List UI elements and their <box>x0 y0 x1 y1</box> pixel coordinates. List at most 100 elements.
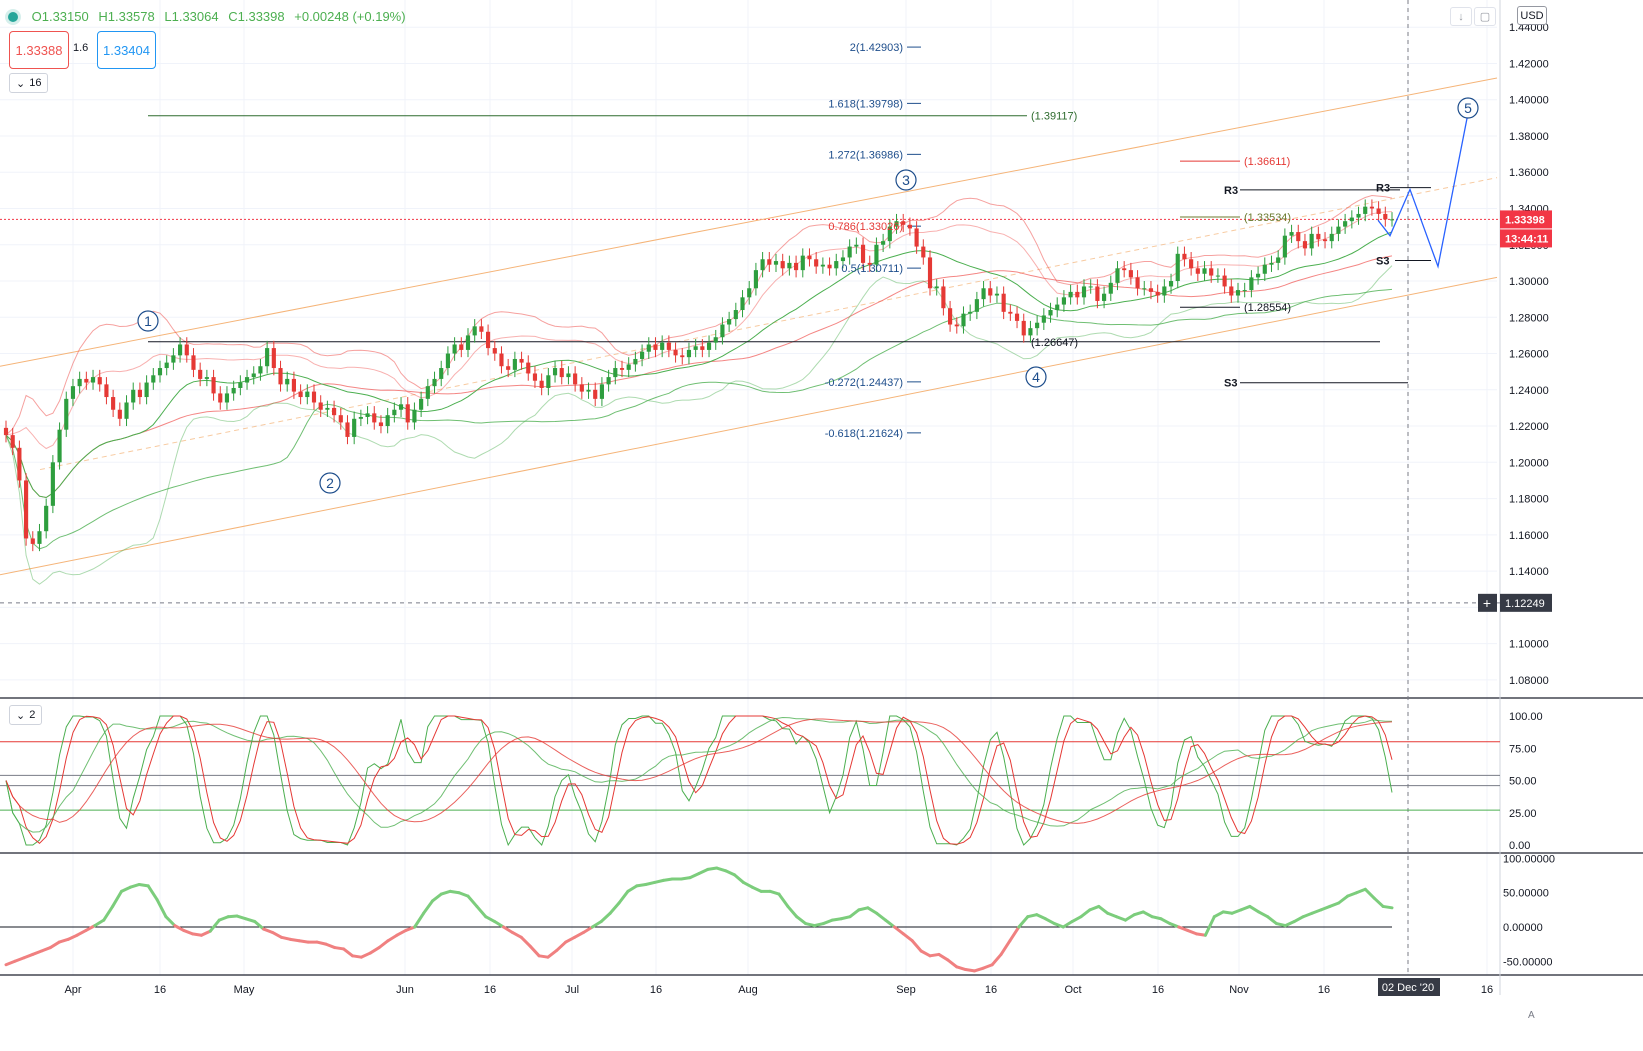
candle-body <box>244 377 250 383</box>
candle-body <box>867 262 872 265</box>
osc-segment <box>413 911 426 929</box>
ohlc-high: H1.33578 <box>98 9 155 24</box>
price-tick-label: 1.30000 <box>1509 276 1549 288</box>
price-tick-label: 1.42000 <box>1509 58 1549 70</box>
candle-body <box>1035 322 1040 329</box>
osc-segment <box>1008 925 1021 943</box>
candle-body <box>666 342 671 350</box>
candle-body <box>847 246 852 258</box>
osc-segment <box>901 932 914 943</box>
osc-segment <box>821 918 834 926</box>
candle-body <box>1209 268 1214 276</box>
osc-segment <box>1319 904 1332 912</box>
candle-body <box>44 505 49 532</box>
osc-segment <box>155 898 168 919</box>
osc-segment <box>741 880 754 889</box>
osc-segment <box>1248 904 1261 914</box>
wave-label: 3 <box>902 172 910 188</box>
fib-level-label: -0.272(1.24437) <box>825 377 903 389</box>
candle-body <box>338 415 343 423</box>
currency-button[interactable]: USD <box>1517 6 1547 25</box>
candle-body <box>974 299 979 312</box>
osc-segment <box>120 885 132 893</box>
stoch-tick-label: 50.00 <box>1509 776 1537 788</box>
osc-segment <box>430 892 443 903</box>
osc-segment <box>342 947 354 958</box>
bollinger-bands <box>5 194 1393 585</box>
candle-body <box>1182 253 1187 260</box>
osc-segment <box>66 933 79 941</box>
candle-body <box>740 297 745 311</box>
candle-body <box>814 259 819 267</box>
candle-body <box>840 257 846 262</box>
candle-body <box>198 369 203 379</box>
osc-segment <box>1159 917 1172 926</box>
bb-mid-red <box>5 211 1393 450</box>
stoch-tick-label: 25.00 <box>1509 808 1537 820</box>
osc-segment <box>475 904 488 919</box>
candle-body <box>97 377 102 385</box>
candle-body <box>646 344 651 352</box>
wave-circle <box>1457 97 1479 119</box>
candle-body <box>452 344 457 354</box>
osc-segment <box>1283 920 1296 928</box>
osc-segment <box>48 940 61 950</box>
candle-body <box>619 368 625 370</box>
osc-segment <box>1052 922 1065 929</box>
osc-segment <box>599 911 612 924</box>
osc-segment <box>573 930 585 939</box>
time-crosshair-label: 02 Dec '20 <box>1382 982 1434 994</box>
buy-button[interactable]: 1.33404 <box>97 31 156 69</box>
candle-body <box>1061 297 1066 305</box>
stoch-collapse-button[interactable]: ⌄ 2 <box>9 705 43 725</box>
osc-segment <box>422 899 434 915</box>
candle-body <box>968 311 973 314</box>
candle-body <box>1048 310 1053 316</box>
osc-segment <box>1115 915 1127 922</box>
maximize-icon[interactable]: ▢ <box>1474 7 1496 26</box>
osc-segment <box>493 920 506 929</box>
candle-body <box>1383 213 1388 220</box>
candle-body <box>506 366 511 370</box>
candle-body <box>874 244 879 265</box>
osc-segment <box>564 935 577 944</box>
osc-segment <box>1257 910 1270 919</box>
candle-body <box>144 382 149 398</box>
candle-body <box>157 368 163 376</box>
osc-segment <box>1363 887 1376 900</box>
candle-body <box>532 373 538 381</box>
candlestick-series <box>3 113 1469 552</box>
indicators-collapse-button[interactable]: ⌄ 16 <box>9 73 49 93</box>
osc-segment <box>919 949 932 958</box>
candle-body <box>1329 233 1334 242</box>
osc-segment <box>164 915 177 928</box>
arrow-down-icon[interactable]: ↓ <box>1450 7 1472 26</box>
osc-segment <box>1177 925 1190 932</box>
buy-price: 1.33404 <box>103 42 150 58</box>
osc-segment <box>510 930 523 939</box>
candle-body <box>760 259 765 271</box>
candle-body <box>914 228 919 247</box>
pivot-label: S3 <box>1376 256 1389 268</box>
fib-level-label: 1.272(1.36986) <box>828 149 903 161</box>
sell-button[interactable]: 1.33388 <box>9 31 69 69</box>
auto-scale-button[interactable]: A <box>1528 1010 1535 1021</box>
price-tick-label: 1.20000 <box>1509 457 1549 469</box>
candle-body <box>30 538 35 544</box>
candle-body <box>961 313 966 327</box>
osc-segment <box>990 952 1003 967</box>
osc-segment <box>1310 908 1323 915</box>
candle-body <box>1095 286 1100 301</box>
candle-body <box>773 261 779 265</box>
osc-segment <box>866 906 879 915</box>
osc-segment <box>262 927 275 934</box>
osc-segment <box>57 937 70 944</box>
ohlc-change: +0.00248 (+0.19%) <box>294 9 406 24</box>
stoch-slow-d <box>5 718 1393 824</box>
candle-body <box>640 351 645 359</box>
candle-body <box>1222 275 1227 287</box>
time-tick-label: 16 <box>1318 984 1330 996</box>
candle-body <box>345 422 350 437</box>
current-price-label: 1.33398 <box>1505 214 1545 226</box>
